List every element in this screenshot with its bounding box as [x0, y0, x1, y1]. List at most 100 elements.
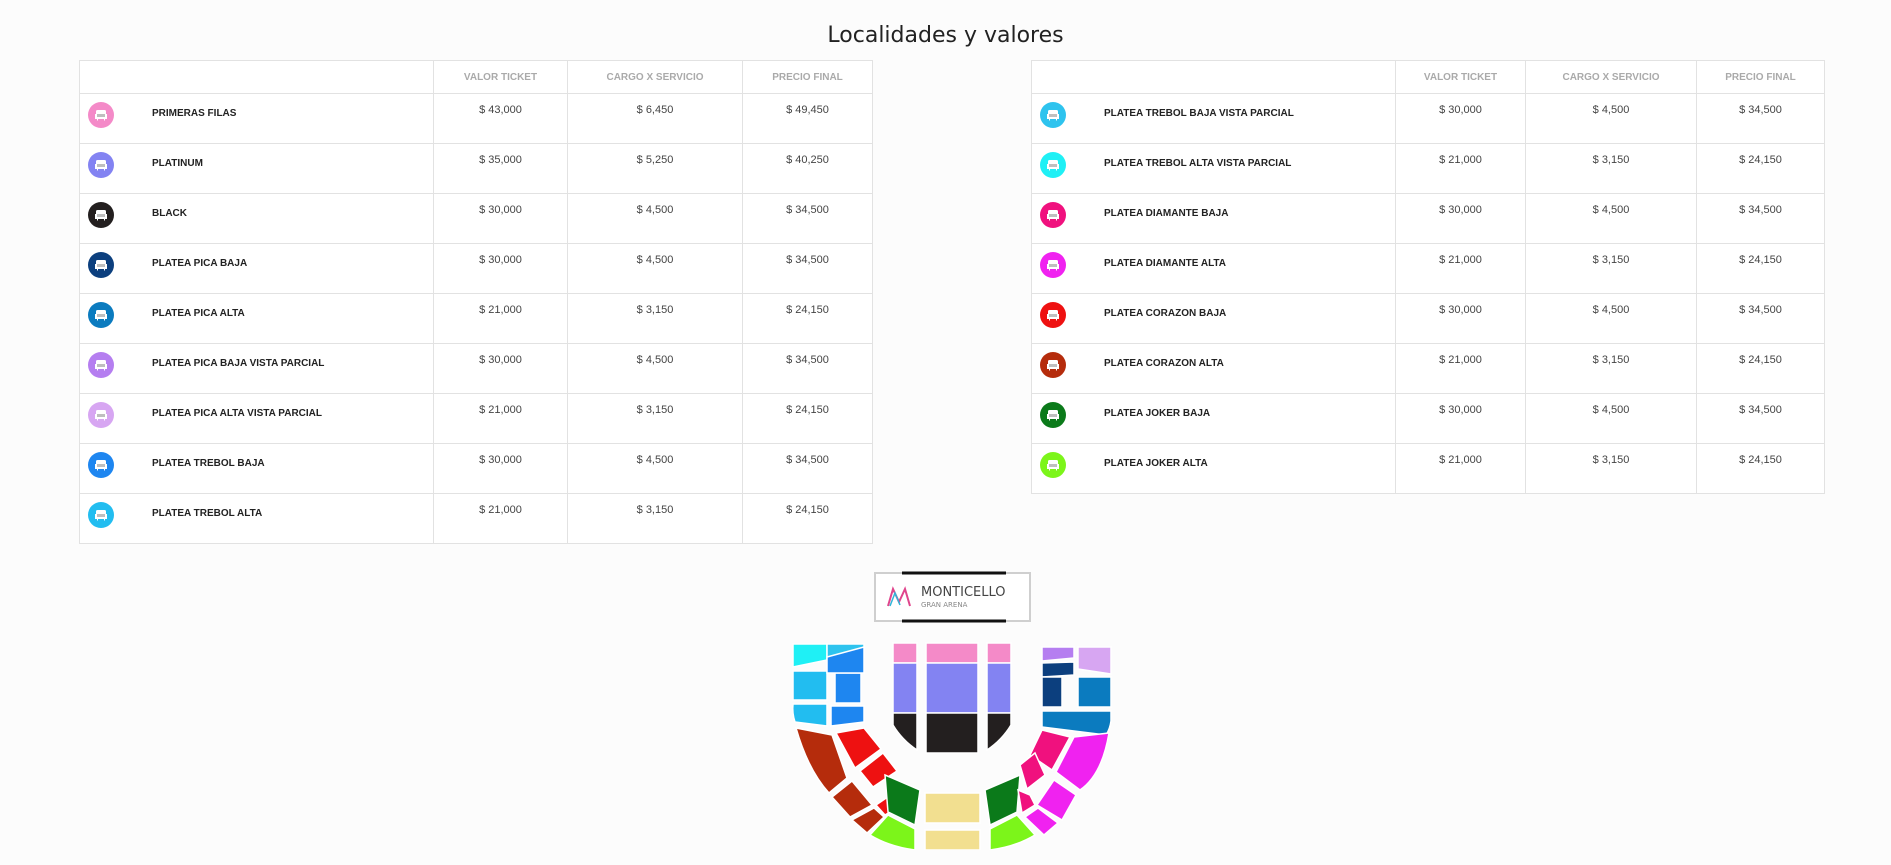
venue-seat-map: MONTICELLO GRAN ARENA — [792, 571, 1112, 850]
pica-alta-section-2[interactable] — [1041, 710, 1112, 736]
zone-cell: BLACK — [79, 193, 434, 244]
zone-name: PLATEA PICA BAJA — [152, 258, 248, 269]
zone-name: BLACK — [152, 208, 187, 219]
black-section-center[interactable] — [925, 712, 979, 754]
corazon-alta-section-3[interactable] — [850, 807, 886, 835]
zone-cell: PLATEA TREBOL BAJA — [79, 443, 434, 494]
table-row: PLATEA DIAMANTE ALTA $ 21,000 $ 3,150 $ 24,… — [1031, 243, 1825, 294]
corazon-alta-section-2[interactable] — [830, 779, 874, 818]
precio-final: $ 24,150 — [742, 393, 873, 444]
primeras-section-right[interactable] — [986, 642, 1012, 664]
diamante-alta-section-3[interactable] — [1023, 807, 1060, 837]
table-header-row: VALOR TICKET CARGO X SERVICIO PRECIO FIN… — [1031, 60, 1825, 94]
zone-name: PLATEA PICA ALTA VISTA PARCIAL — [152, 408, 322, 419]
black-section-left[interactable] — [892, 712, 918, 752]
trebol-alta-section-2[interactable] — [792, 703, 828, 727]
cargo-servicio: $ 4,500 — [1525, 93, 1697, 144]
joker-baja-section-right[interactable] — [984, 773, 1021, 827]
cargo-servicio: $ 3,150 — [1525, 143, 1697, 194]
table-row: BLACK $ 30,000 $ 4,500 $ 34,500 — [79, 193, 873, 244]
platinum-section-right[interactable] — [986, 662, 1012, 714]
pica-baja-vp-section[interactable] — [1041, 646, 1075, 662]
table-row: PLATEA PICA ALTA VISTA PARCIAL $ 21,000 $ … — [79, 393, 873, 444]
prices-table-right: VALOR TICKET CARGO X SERVICIO PRECIO FIN… — [1031, 60, 1825, 494]
valor-ticket: $ 21,000 — [1395, 243, 1526, 294]
seat-icon — [88, 252, 114, 278]
primeras-section-left[interactable] — [892, 642, 918, 664]
corazon-baja-section-2[interactable] — [858, 751, 899, 789]
pica-baja-section-1[interactable] — [1041, 661, 1075, 678]
valor-ticket: $ 30,000 — [1395, 93, 1526, 144]
pica-alta-vp-section[interactable] — [1077, 646, 1112, 675]
valor-ticket: $ 43,000 — [433, 93, 568, 144]
page-title: Localidades y valores — [827, 22, 1064, 48]
primeras-section-center[interactable] — [925, 642, 979, 664]
diamante-baja-section-1[interactable] — [1029, 729, 1072, 772]
table-row: PLATEA PICA BAJA VISTA PARCIAL $ 30,000 $ … — [79, 343, 873, 394]
valor-ticket: $ 30,000 — [433, 243, 568, 294]
black-section-right[interactable] — [986, 712, 1012, 752]
platinum-section-left[interactable] — [892, 662, 918, 714]
precio-final: $ 24,150 — [1696, 143, 1825, 194]
zone-cell: PLATEA PICA BAJA VISTA PARCIAL — [79, 343, 434, 394]
precio-final: $ 24,150 — [1696, 243, 1825, 294]
zone-cell: PLATEA CORAZON ALTA — [1031, 343, 1396, 394]
trebol-baja-section-1[interactable] — [834, 672, 862, 704]
zone-name: PRIMERAS FILAS — [152, 108, 237, 119]
precio-final: $ 34,500 — [742, 243, 873, 294]
zone-cell: PLATEA PICA ALTA — [79, 293, 434, 344]
cargo-servicio: $ 4,500 — [567, 193, 743, 244]
cargo-servicio: $ 5,250 — [567, 143, 743, 194]
diamante-baja-section-3[interactable] — [1017, 788, 1036, 815]
precio-final: $ 34,500 — [1696, 293, 1825, 344]
diamante-alta-section-1[interactable] — [1055, 732, 1110, 791]
pica-alta-section-1[interactable] — [1077, 676, 1112, 708]
valor-ticket: $ 21,000 — [433, 393, 568, 444]
seat-icon — [1040, 352, 1066, 378]
trebol-alta-vp-section[interactable] — [792, 643, 828, 668]
precio-final: $ 34,500 — [742, 443, 873, 494]
cargo-servicio: $ 4,500 — [567, 343, 743, 394]
diamante-baja-section-2[interactable] — [1019, 751, 1046, 791]
zone-name: PLATEA TREBOL ALTA VISTA PARCIAL — [1104, 158, 1292, 169]
precio-final: $ 34,500 — [742, 193, 873, 244]
valor-ticket: $ 30,000 — [1395, 393, 1526, 444]
valor-ticket: $ 30,000 — [1395, 293, 1526, 344]
seat-icon — [88, 152, 114, 178]
zone-name: PLATEA JOKER BAJA — [1104, 408, 1211, 419]
general-section-bottom[interactable] — [924, 829, 981, 850]
zone-cell: PLATEA TREBOL ALTA VISTA PARCIAL — [1031, 143, 1396, 194]
corazon-alta-section-1[interactable] — [794, 727, 848, 795]
joker-alta-section-left[interactable] — [868, 814, 916, 850]
table-row: PLATEA TREBOL ALTA $ 21,000 $ 3,150 $ 24,15… — [79, 493, 873, 544]
trebol-baja-section-2[interactable] — [826, 646, 865, 674]
platinum-section-center[interactable] — [925, 662, 979, 714]
precio-final: $ 40,250 — [742, 143, 873, 194]
pica-baja-section-2[interactable] — [1041, 676, 1063, 708]
joker-baja-section-left[interactable] — [884, 773, 921, 827]
cargo-servicio: $ 3,150 — [1525, 443, 1697, 494]
table-header-row: VALOR TICKET CARGO X SERVICIO PRECIO FIN… — [79, 60, 873, 94]
zone-cell: PLATEA TREBOL ALTA — [79, 493, 434, 544]
table-row: PLATEA JOKER ALTA $ 21,000 $ 3,150 $ 24,150 — [1031, 443, 1825, 494]
precio-final: $ 34,500 — [742, 343, 873, 394]
diamante-alta-section-2[interactable] — [1035, 778, 1077, 822]
precio-final: $ 24,150 — [1696, 443, 1825, 494]
zone-name: PLATEA CORAZON ALTA — [1104, 358, 1224, 369]
trebol-baja-section-3[interactable] — [830, 705, 865, 727]
zone-name: PLATEA DIAMANTE BAJA — [1104, 208, 1229, 219]
precio-final-header: PRECIO FINAL — [742, 60, 873, 94]
valor-ticket-header: VALOR TICKET — [1395, 60, 1526, 94]
cargo-servicio: $ 6,450 — [567, 93, 743, 144]
corazon-baja-section-1[interactable] — [834, 727, 883, 770]
zone-cell: PLATEA DIAMANTE ALTA — [1031, 243, 1396, 294]
trebol-alta-section-1[interactable] — [792, 670, 828, 701]
zone-name: PLATEA TREBOL BAJA — [152, 458, 265, 469]
valor-ticket: $ 35,000 — [433, 143, 568, 194]
general-section-top[interactable] — [924, 792, 981, 824]
joker-alta-section-right[interactable] — [989, 814, 1037, 850]
zone-cell: PRIMERAS FILAS — [79, 93, 434, 144]
zone-name: PLATEA PICA BAJA VISTA PARCIAL — [152, 358, 325, 369]
seat-icon — [1040, 302, 1066, 328]
seat-icon — [1040, 402, 1066, 428]
